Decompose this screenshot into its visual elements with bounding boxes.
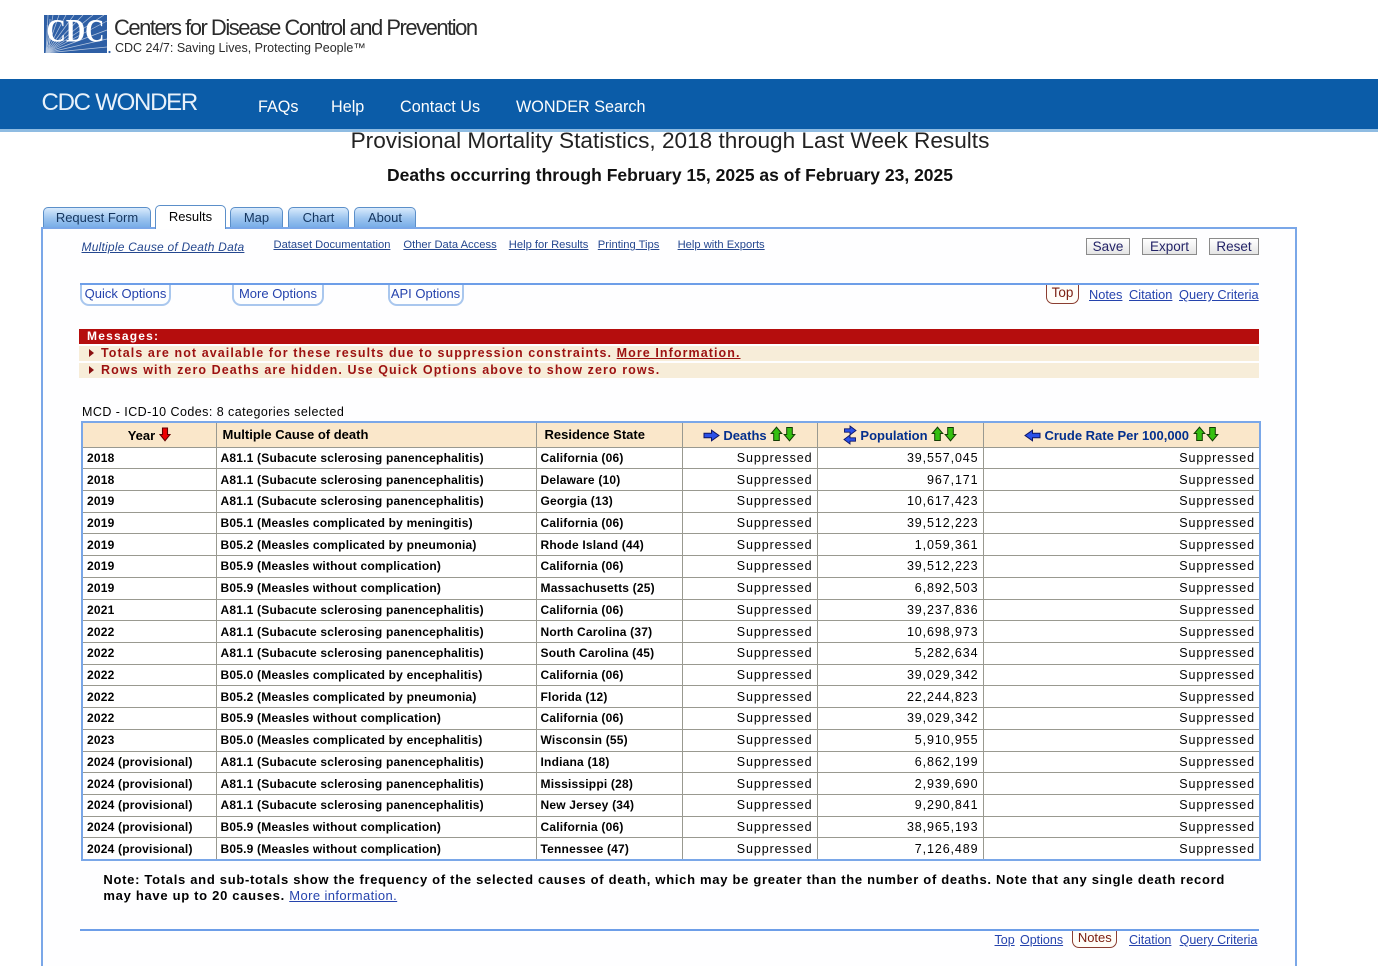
svg-text:CDC: CDC bbox=[47, 15, 105, 50]
